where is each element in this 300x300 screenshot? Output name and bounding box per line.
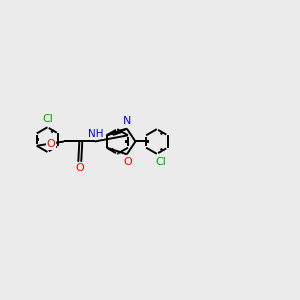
Text: Cl: Cl [42, 114, 53, 124]
Text: Cl: Cl [156, 157, 167, 167]
Text: O: O [46, 139, 55, 149]
Text: O: O [123, 157, 132, 167]
Text: NH: NH [88, 129, 103, 139]
Text: O: O [75, 164, 84, 173]
Text: N: N [123, 116, 132, 126]
